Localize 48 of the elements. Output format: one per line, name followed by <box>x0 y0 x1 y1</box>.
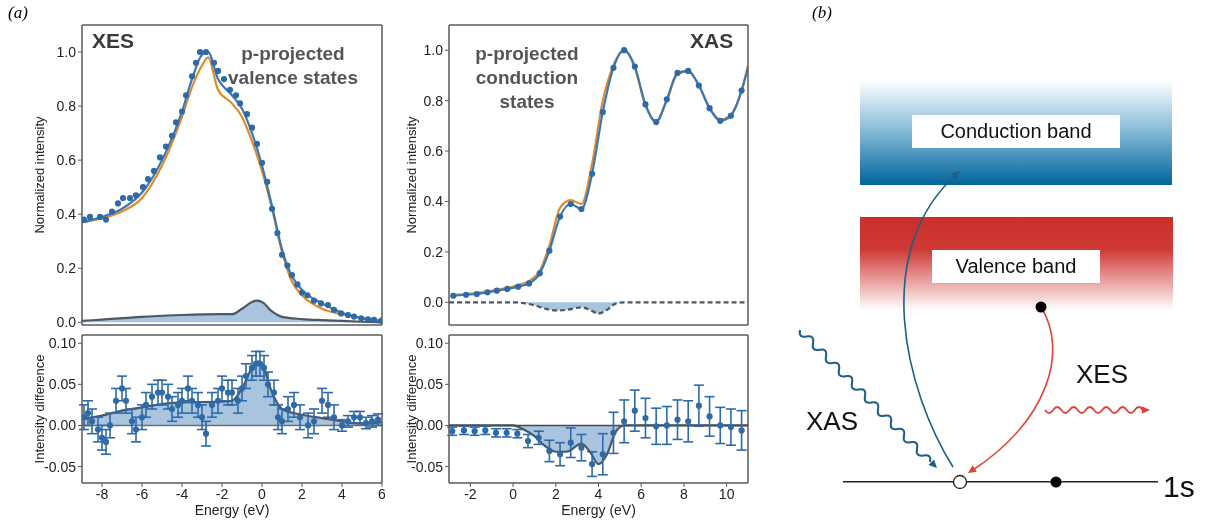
y-tick-label: -0.05 <box>44 458 77 475</box>
y-tick-label: 0.4 <box>423 193 444 210</box>
y-axis-title: Intensity difference <box>31 354 47 464</box>
annotation: XAS <box>690 28 734 54</box>
annotation: XES <box>92 28 135 54</box>
x-tick-label: -2 <box>464 485 477 502</box>
y-tick-label: 0.05 <box>48 376 77 393</box>
y-tick-label: 0.8 <box>423 92 444 109</box>
y-tick-label: 0.10 <box>48 335 77 352</box>
y-tick-label: 0.2 <box>423 243 444 260</box>
text: 1s <box>1163 469 1195 505</box>
x-tick-label: 4 <box>338 485 347 502</box>
y-axis-title: Normalized intensity <box>31 115 47 234</box>
text: Conduction band <box>912 115 1120 148</box>
y-tick-label: 0.6 <box>423 143 444 160</box>
x-tick-label: -2 <box>215 485 229 502</box>
text: XAS <box>806 405 859 438</box>
y-tick-label: 0.4 <box>56 206 77 223</box>
x-tick-label: 8 <box>680 485 689 502</box>
y-tick-label: 0.00 <box>48 417 77 434</box>
y-tick-label: 0.0 <box>56 314 77 331</box>
x-tick-label: 6 <box>637 485 646 502</box>
y-tick-label: 1.0 <box>56 44 77 60</box>
x-tick-label: 0 <box>258 485 267 502</box>
x-tick-label: 4 <box>594 485 603 502</box>
x-tick-label: 10 <box>718 485 735 502</box>
y-tick-label: 0.2 <box>56 260 77 277</box>
x-axis-title: Energy (eV) <box>561 502 636 518</box>
y-tick-label: 0.6 <box>56 152 77 169</box>
x-tick-label: -8 <box>95 485 109 502</box>
y-tick-label: 0.8 <box>56 98 77 115</box>
y-tick-label: 0.0 <box>423 294 444 311</box>
x-tick-label: 2 <box>298 485 307 502</box>
x-tick-label: 0 <box>509 485 518 502</box>
text: XES <box>1076 358 1129 391</box>
x-axis-title: Energy (eV) <box>194 502 270 518</box>
text: (b) <box>812 2 832 24</box>
x-tick-label: -6 <box>135 485 149 502</box>
y-tick-label: 1.0 <box>423 42 444 59</box>
y-tick-label: 0.10 <box>415 335 444 352</box>
x-tick-label: -4 <box>175 485 189 502</box>
text: Valence band <box>932 250 1100 283</box>
text: (a) <box>8 2 28 24</box>
x-tick-label: 2 <box>551 485 560 502</box>
annotation: p-projected conduction states <box>474 42 580 114</box>
x-tick-label: 6 <box>378 485 387 502</box>
y-axis-title: Normalized intensity <box>403 115 419 234</box>
annotation: p-projected valence states <box>228 42 358 90</box>
